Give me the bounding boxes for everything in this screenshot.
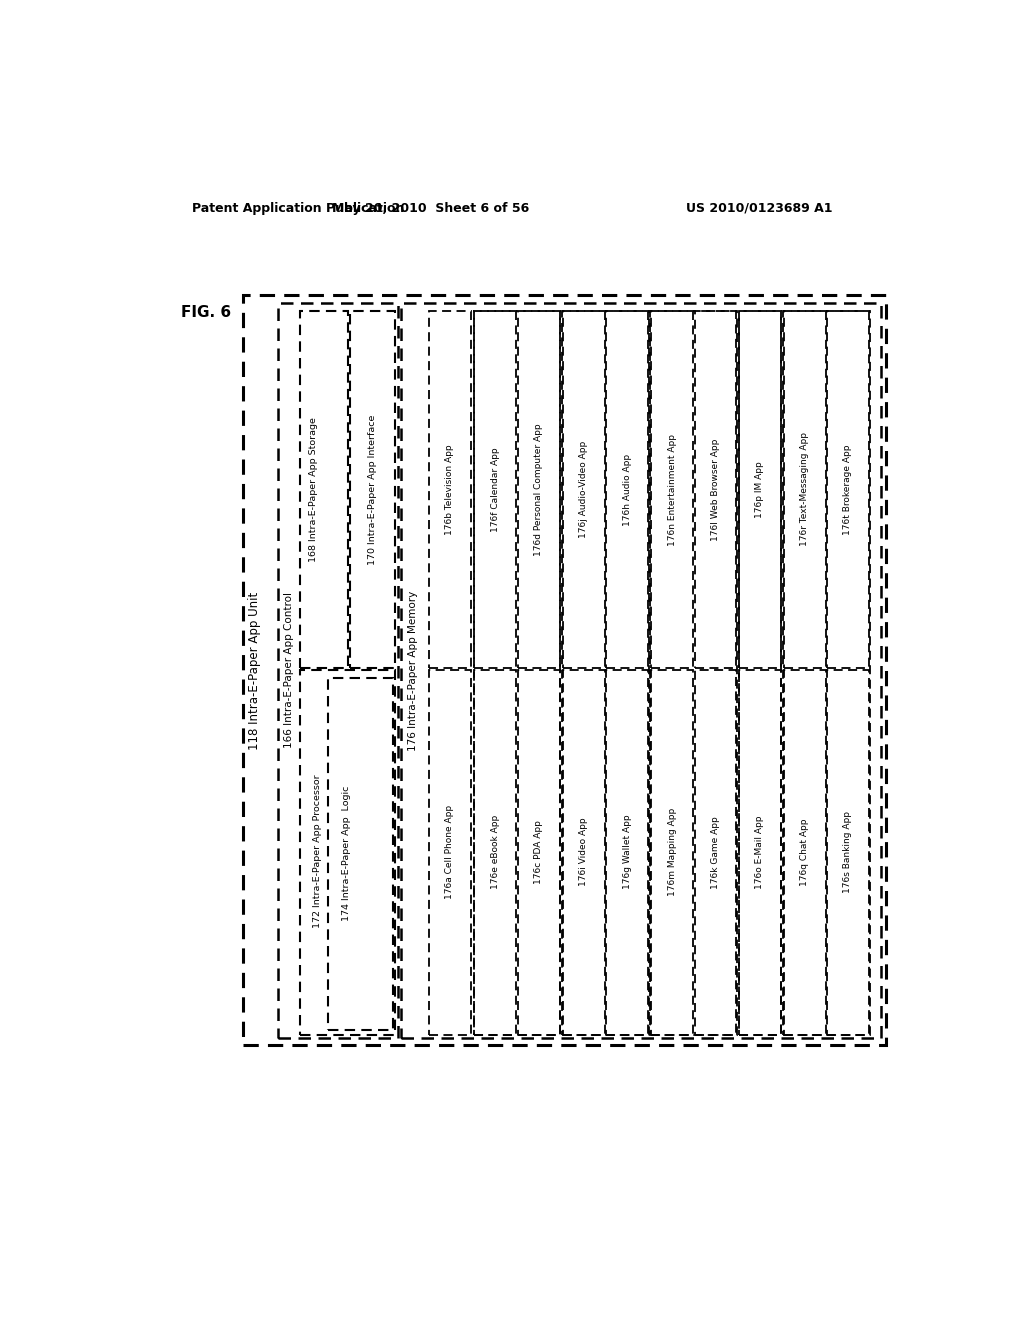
Bar [738,312,781,1035]
Bar [651,312,693,668]
Bar [350,312,395,668]
Text: 170 Intra-E-Paper App Interface: 170 Intra-E-Paper App Interface [368,414,377,565]
Text: 176a Cell Phone App: 176a Cell Phone App [445,805,454,899]
Bar [783,312,869,1035]
Text: 176s Banking App: 176s Banking App [844,812,852,894]
Text: 176g Wallet App: 176g Wallet App [623,814,632,890]
Bar [827,671,869,1035]
Text: Patent Application Publication: Patent Application Publication [191,202,403,215]
Bar [400,304,882,1038]
Text: 176c PDA App: 176c PDA App [535,820,544,884]
Bar [650,312,737,1035]
Text: 176o E-Mail App: 176o E-Mail App [755,816,764,888]
Bar [562,312,649,1035]
Bar [739,312,780,668]
Bar [563,671,604,1035]
Bar [278,304,397,1038]
Bar [694,312,736,668]
Bar [563,312,604,668]
Bar [739,671,780,1035]
Text: 176k Game App: 176k Game App [711,816,720,888]
Text: 176i Video App: 176i Video App [580,818,588,887]
Bar [328,678,393,1030]
Text: 166 Intra-E-Paper App Control: 166 Intra-E-Paper App Control [285,593,294,748]
Bar [474,312,516,668]
Bar [651,671,693,1035]
Text: 176d Personal Computer App: 176d Personal Computer App [535,424,544,556]
Text: 176t Brokerage App: 176t Brokerage App [844,445,852,535]
Bar [606,312,648,668]
Bar [783,671,825,1035]
Bar [518,312,560,668]
Bar [429,671,471,1035]
Text: 176 Intra-E-Paper App Memory: 176 Intra-E-Paper App Memory [409,590,418,751]
Text: May 20, 2010  Sheet 6 of 56: May 20, 2010 Sheet 6 of 56 [332,202,528,215]
Text: 176j Audio-Video App: 176j Audio-Video App [580,441,588,539]
Text: 176m Mapping App: 176m Mapping App [668,808,677,896]
Bar [300,671,395,1035]
Text: 172 Intra-E-Paper App Processor: 172 Intra-E-Paper App Processor [313,775,323,928]
Text: 176l Web Browser App: 176l Web Browser App [711,438,720,541]
Text: 176p IM App: 176p IM App [755,461,764,517]
Text: 168 Intra-E-Paper App Storage: 168 Intra-E-Paper App Storage [308,417,317,562]
Bar [474,312,560,1035]
Text: 176h Audio App: 176h Audio App [623,454,632,525]
Text: US 2010/0123689 A1: US 2010/0123689 A1 [686,202,833,215]
Bar [694,671,736,1035]
Bar [474,671,516,1035]
Text: 176n Entertainment App: 176n Entertainment App [668,433,677,545]
Bar [827,312,869,668]
Text: 174 Intra-E-Paper App  Logic: 174 Intra-E-Paper App Logic [342,785,351,921]
Text: 176e eBook App: 176e eBook App [490,814,500,890]
Text: 176b Television App: 176b Television App [445,445,454,535]
Bar [243,296,886,1045]
Bar [783,312,825,668]
Text: FIG. 6: FIG. 6 [180,305,230,319]
Bar [429,312,471,668]
Text: 176q Chat App: 176q Chat App [800,818,809,886]
Text: 176f Calendar App: 176f Calendar App [490,447,500,532]
Bar [518,671,560,1035]
Bar [606,671,648,1035]
Text: 118 Intra-E-Paper App Unit: 118 Intra-E-Paper App Unit [248,591,261,750]
Text: 176r Text-Messaging App: 176r Text-Messaging App [800,433,809,546]
Bar [300,312,348,668]
